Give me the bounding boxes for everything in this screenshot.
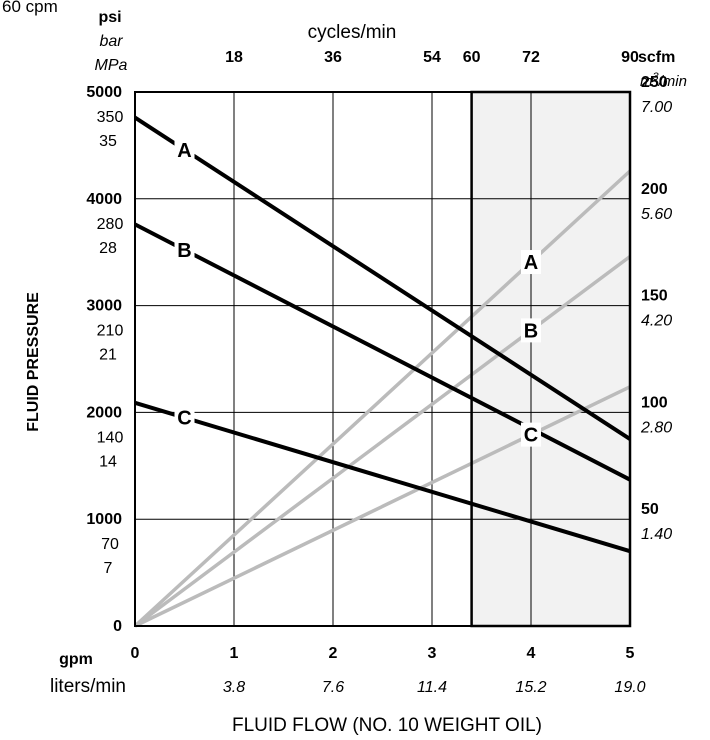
y-right-tick-scfm: 100 — [641, 394, 668, 411]
x-tick-label: 2 — [329, 645, 338, 662]
y-right-tick-scfm: 200 — [641, 181, 668, 198]
x-tick-label-liters: 15.2 — [515, 679, 546, 696]
y-left-tick-bar: 350 — [97, 109, 124, 126]
series-labels: A B C A B C — [174, 137, 541, 447]
series-line-pressure-a — [133, 115, 632, 441]
series-label-bg — [521, 318, 541, 343]
x-tick-label-liters: 3.8 — [223, 679, 245, 696]
top-tick-label: 90 — [621, 49, 639, 66]
shaded-operating-region — [471, 92, 630, 626]
top-tick-label: 18 — [225, 49, 243, 66]
corner-note: 60 cpm — [2, 0, 58, 16]
top-axis-title: cycles/min — [308, 22, 397, 43]
x-tick-label-liters: 11.4 — [417, 679, 447, 696]
series-label-bg — [174, 237, 195, 262]
y-right-unit-scfm: scfm — [638, 49, 675, 66]
y-left-tick-bar: 210 — [97, 323, 124, 340]
series-label-air-a: A — [524, 252, 538, 274]
x-tick-label: 5 — [626, 645, 635, 662]
x-tick-label: 4 — [527, 645, 536, 662]
series-label-pressure-b: B — [177, 240, 191, 262]
y-left-tick-mpa: 35 — [99, 133, 117, 150]
series-label-bg — [174, 405, 195, 430]
y-left-tick-bar: 280 — [97, 216, 124, 233]
x-unit-gpm: gpm — [59, 651, 93, 668]
y-axis-title: FLUID PRESSURE — [25, 292, 42, 432]
shaded-region-rect — [471, 92, 630, 626]
tick-labels: 18 36 54 60 72 90 0 1 3.8 2 7.6 3 11.4 4 15.2 5 19.0 0 100… — [86, 49, 672, 696]
x-tick-label: 0 — [131, 645, 140, 662]
y-left-tick-psi: 1000 — [86, 511, 122, 528]
x-tick-label: 1 — [230, 645, 239, 662]
x-tick-label-liters: 7.6 — [322, 679, 344, 696]
series-label-air-c: C — [524, 425, 538, 447]
series-label-bg — [521, 422, 541, 447]
y-left-unit-psi: psi — [98, 9, 121, 26]
y-left-tick-psi: 2000 — [86, 404, 122, 421]
series-label-bg — [521, 250, 541, 275]
y-left-unit-bar: bar — [99, 33, 123, 50]
y-right-tick-m3min: 4.20 — [641, 313, 672, 330]
top-tick-label: 36 — [324, 49, 342, 66]
top-tick-label: 60 — [463, 49, 481, 66]
shaded-region-border — [470, 90, 632, 628]
y-left-tick-bar: 70 — [101, 536, 119, 553]
y-right-tick-scfm: 150 — [641, 288, 668, 305]
y-left-tick-mpa: 14 — [99, 453, 117, 470]
series-label-pressure-a: A — [177, 140, 191, 162]
x-tick-label: 3 — [428, 645, 437, 662]
series-line-air-a — [133, 169, 632, 628]
series-label-bg — [174, 137, 195, 162]
x-tick-label-liters: 19.0 — [614, 679, 645, 696]
y-right-tick-m3min: 1.40 — [641, 526, 672, 543]
y-right-unit-m3min: m3/min — [640, 71, 687, 90]
series-lines — [133, 115, 632, 628]
axis-labels: 60 cpm cycles/min psi bar MPa scfm m3/mi… — [2, 0, 687, 736]
series-line-air-c — [134, 385, 631, 628]
y-left-tick-mpa: 21 — [99, 347, 117, 364]
y-left-tick-psi: 3000 — [86, 298, 122, 315]
plot-frame — [134, 90, 632, 628]
y-left-tick-mpa: 7 — [104, 560, 113, 577]
top-tick-label: 72 — [522, 49, 540, 66]
series-line-pressure-b — [134, 222, 631, 482]
series-label-air-b: B — [524, 320, 538, 342]
y-right-tick-m3min: 2.80 — [640, 419, 672, 436]
y-right-tick-m3min: 7.00 — [641, 99, 672, 116]
y-left-unit-mpa: MPa — [95, 57, 128, 74]
y-left-tick-psi: 5000 — [86, 84, 122, 101]
top-tick-label: 54 — [423, 49, 441, 66]
y-left-tick-bar: 140 — [97, 429, 124, 446]
x-unit-liters: liters/min — [50, 676, 126, 697]
x-axis-title: FLUID FLOW (NO. 10 WEIGHT OIL) — [232, 715, 542, 736]
series-line-air-b — [133, 255, 632, 628]
series-line-pressure-c — [134, 400, 631, 554]
y-left-tick-psi: 0 — [113, 618, 122, 635]
y-right-tick-m3min: 5.60 — [641, 206, 672, 223]
series-label-pressure-c: C — [177, 408, 191, 430]
y-left-tick-psi: 4000 — [86, 191, 122, 208]
y-left-tick-mpa: 28 — [99, 240, 117, 257]
y-right-tick-scfm: 50 — [641, 501, 659, 518]
y-right-tick-scfm: 250 — [641, 74, 668, 91]
